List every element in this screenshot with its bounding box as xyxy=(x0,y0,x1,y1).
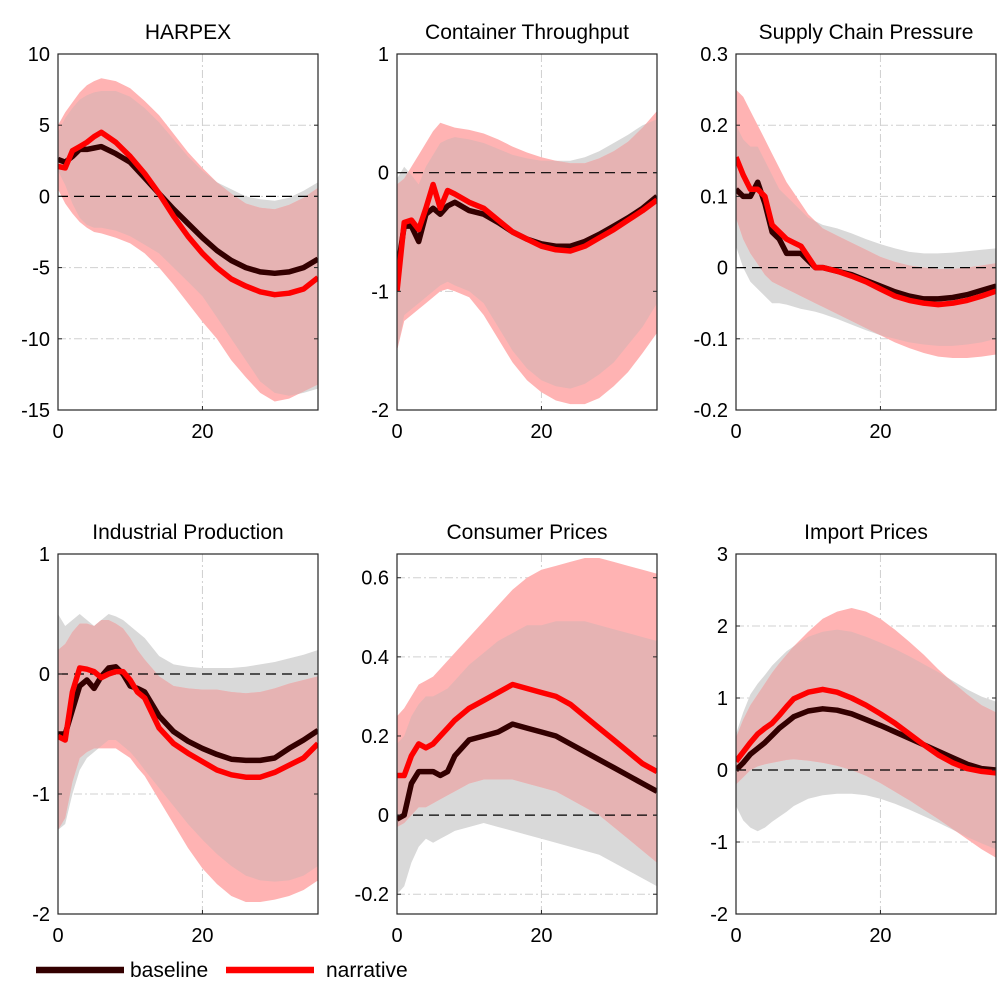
legend-label: baseline xyxy=(130,959,208,982)
y-tick-label: 0 xyxy=(378,163,389,185)
x-tick-label: 0 xyxy=(52,421,63,443)
y-tick-label: 0.1 xyxy=(700,186,728,208)
axes-box xyxy=(57,53,319,411)
y-tick-label: 1 xyxy=(717,688,728,710)
axes-box xyxy=(57,553,319,915)
narrative-line xyxy=(397,681,657,779)
x-tick-label: 0 xyxy=(730,421,741,443)
axes-box xyxy=(396,53,658,411)
panel-title: Consumer Prices xyxy=(446,521,607,544)
narrative-line xyxy=(397,181,657,292)
plot-area xyxy=(397,554,657,914)
panel-title: Import Prices xyxy=(804,521,928,544)
y-tick-label: 1 xyxy=(378,44,389,66)
y-tick-label: -1 xyxy=(371,281,389,303)
y-tick-label: -2 xyxy=(710,904,728,926)
y-tick-label: -2 xyxy=(32,904,50,926)
baseline-line xyxy=(736,706,996,773)
x-tick-label: 0 xyxy=(391,925,402,947)
y-tick-label: 10 xyxy=(28,44,50,66)
y-tick-label: -15 xyxy=(21,400,50,422)
plot-area xyxy=(58,554,318,914)
legend: baseline narrative xyxy=(36,959,408,982)
y-tick-label: 1 xyxy=(39,544,50,566)
y-tick-label: 0.4 xyxy=(361,647,389,669)
legend-label: narrative xyxy=(326,959,408,982)
panel-title: Container Throughput xyxy=(425,21,629,44)
x-tick-label: 20 xyxy=(191,925,213,947)
y-tick-label: 0.6 xyxy=(361,568,389,590)
x-tick-label: 20 xyxy=(530,925,552,947)
y-tick-label: -1 xyxy=(710,832,728,854)
overlap-band xyxy=(736,629,996,850)
overlap-band xyxy=(397,621,657,863)
x-tick-label: 20 xyxy=(869,421,891,443)
y-tick-label: 2 xyxy=(717,616,728,638)
plot-area xyxy=(58,54,318,410)
plot-area xyxy=(397,54,657,410)
y-tick-label: -10 xyxy=(21,329,50,351)
y-tick-label: 5 xyxy=(39,115,50,137)
overlap-band xyxy=(58,620,318,882)
x-tick-label: 20 xyxy=(869,925,891,947)
overlap-band xyxy=(736,125,996,346)
y-tick-label: 0 xyxy=(717,258,728,280)
axes-box xyxy=(396,553,658,915)
narrative-line xyxy=(58,665,318,780)
chart-panel-1: -15 -10 -5 0 5 10 0 20 HARPEX xyxy=(21,21,319,443)
y-tick-label: -0.2 xyxy=(355,884,389,906)
chart-panel-3: -0.2 -0.1 0 0.1 0.2 0.3 0 20 Supply Chain Pressu… xyxy=(694,21,997,443)
axes-box xyxy=(735,53,997,411)
y-tick-label: -1 xyxy=(32,784,50,806)
chart-panel-6: -2 -1 0 1 2 3 0 20 Import Prices xyxy=(710,521,997,947)
overlap-band xyxy=(397,119,657,389)
y-tick-label: -5 xyxy=(32,258,50,280)
plot-area xyxy=(736,554,996,914)
y-tick-label: 3 xyxy=(717,544,728,566)
narrative-line xyxy=(736,156,996,308)
x-tick-label: 20 xyxy=(191,421,213,443)
x-tick-label: 0 xyxy=(52,925,63,947)
y-tick-label: -0.2 xyxy=(694,400,728,422)
baseline-line xyxy=(58,664,318,764)
y-tick-label: 0.3 xyxy=(700,44,728,66)
y-tick-label: 0 xyxy=(39,664,50,686)
y-tick-label: -0.1 xyxy=(694,329,728,351)
y-tick-label: -2 xyxy=(371,400,389,422)
x-tick-label: 20 xyxy=(530,421,552,443)
y-tick-label: 0 xyxy=(717,760,728,782)
narrative-line xyxy=(736,686,996,776)
y-tick-label: 0.2 xyxy=(700,115,728,137)
x-tick-label: 0 xyxy=(730,925,741,947)
y-tick-label: 0.2 xyxy=(361,726,389,748)
narrative-line xyxy=(58,129,318,298)
axes-box xyxy=(735,553,997,915)
panel-title: Supply Chain Pressure xyxy=(759,21,974,44)
panel-title: HARPEX xyxy=(145,21,231,44)
plot-area xyxy=(736,54,996,410)
baseline-line xyxy=(397,721,657,822)
x-tick-label: 0 xyxy=(391,421,402,443)
panel-title: Industrial Production xyxy=(92,521,283,544)
y-tick-label: 0 xyxy=(39,186,50,208)
y-tick-label: 0 xyxy=(378,805,389,827)
